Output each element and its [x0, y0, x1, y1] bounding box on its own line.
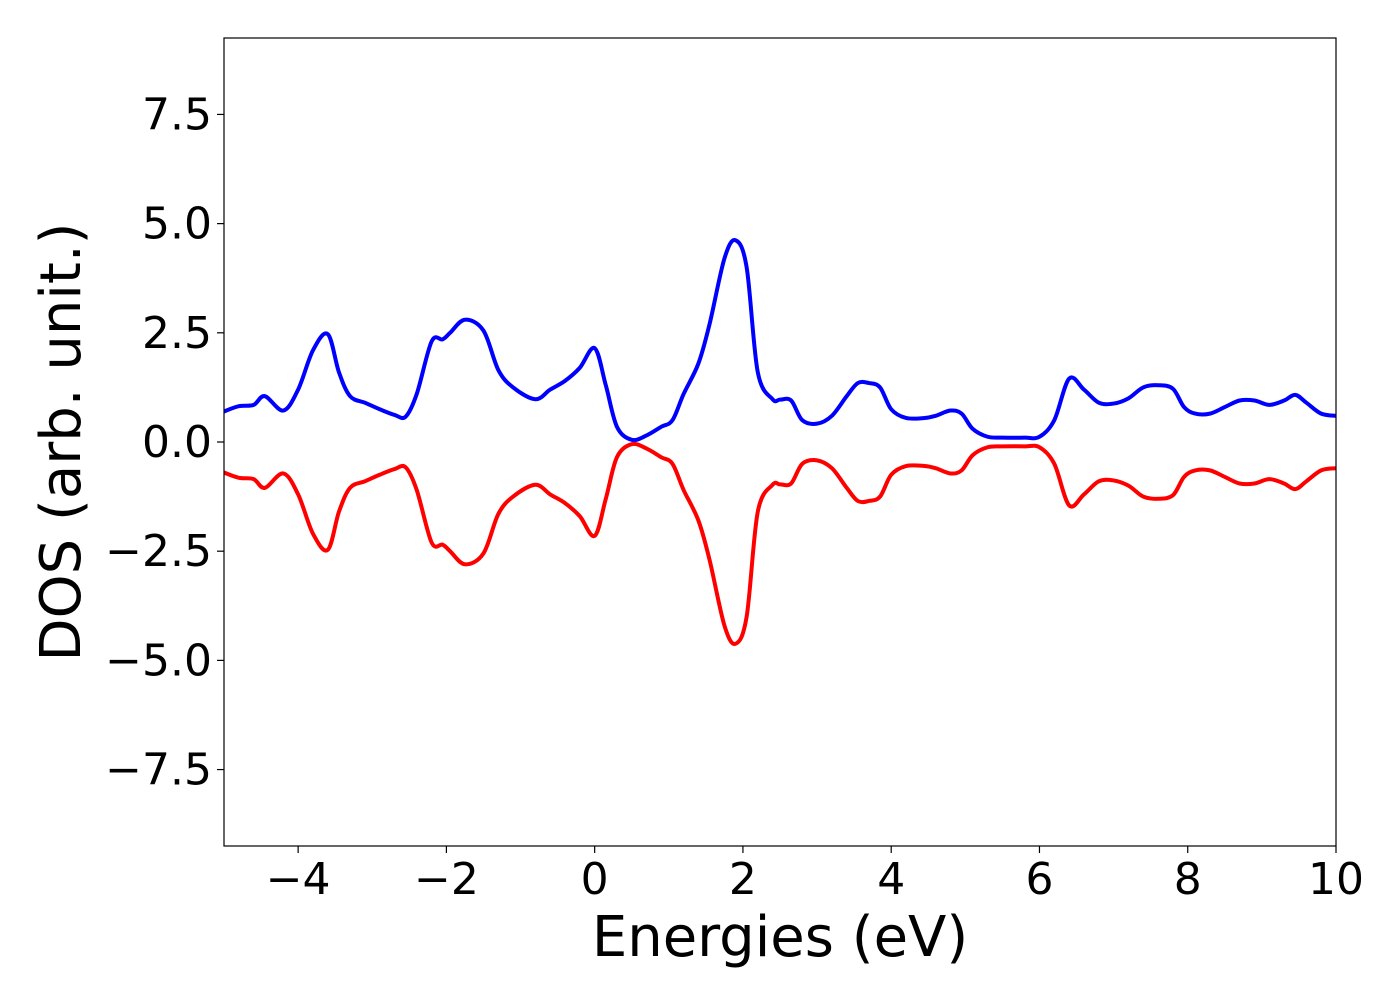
y-tick-label: −5.0 — [105, 635, 212, 686]
x-tick-label: 6 — [1025, 854, 1053, 905]
y-tick-label: 5.0 — [142, 199, 212, 250]
x-tick-label: 10 — [1308, 854, 1364, 905]
x-tick-label: 0 — [581, 854, 609, 905]
x-tick-label: 8 — [1174, 854, 1202, 905]
x-tick-label: 2 — [729, 854, 757, 905]
y-tick-label: 0.0 — [142, 417, 212, 468]
x-tick-label: −2 — [414, 854, 479, 905]
y-axis: −7.5 −5.0 −2.5 0.0 2.5 5.0 7.5 — [105, 89, 224, 796]
series-line-1 — [224, 238, 1336, 443]
y-tick-label: 7.5 — [142, 89, 212, 140]
x-tick-label: −4 — [266, 854, 331, 905]
y-tick-label: −2.5 — [105, 526, 212, 577]
x-axis-title: Energies (eV) — [592, 905, 968, 970]
y-tick-label: −7.5 — [105, 745, 212, 796]
y-axis-title: DOS (arb. unit.) — [29, 222, 94, 661]
series-line-2 — [224, 441, 1336, 646]
x-axis: −4 −2 0 2 4 6 8 10 — [266, 846, 1364, 905]
y-tick-label: 2.5 — [142, 308, 212, 359]
series-layer — [224, 238, 1336, 646]
x-tick-label: 4 — [877, 854, 905, 905]
plot-background — [224, 38, 1336, 846]
